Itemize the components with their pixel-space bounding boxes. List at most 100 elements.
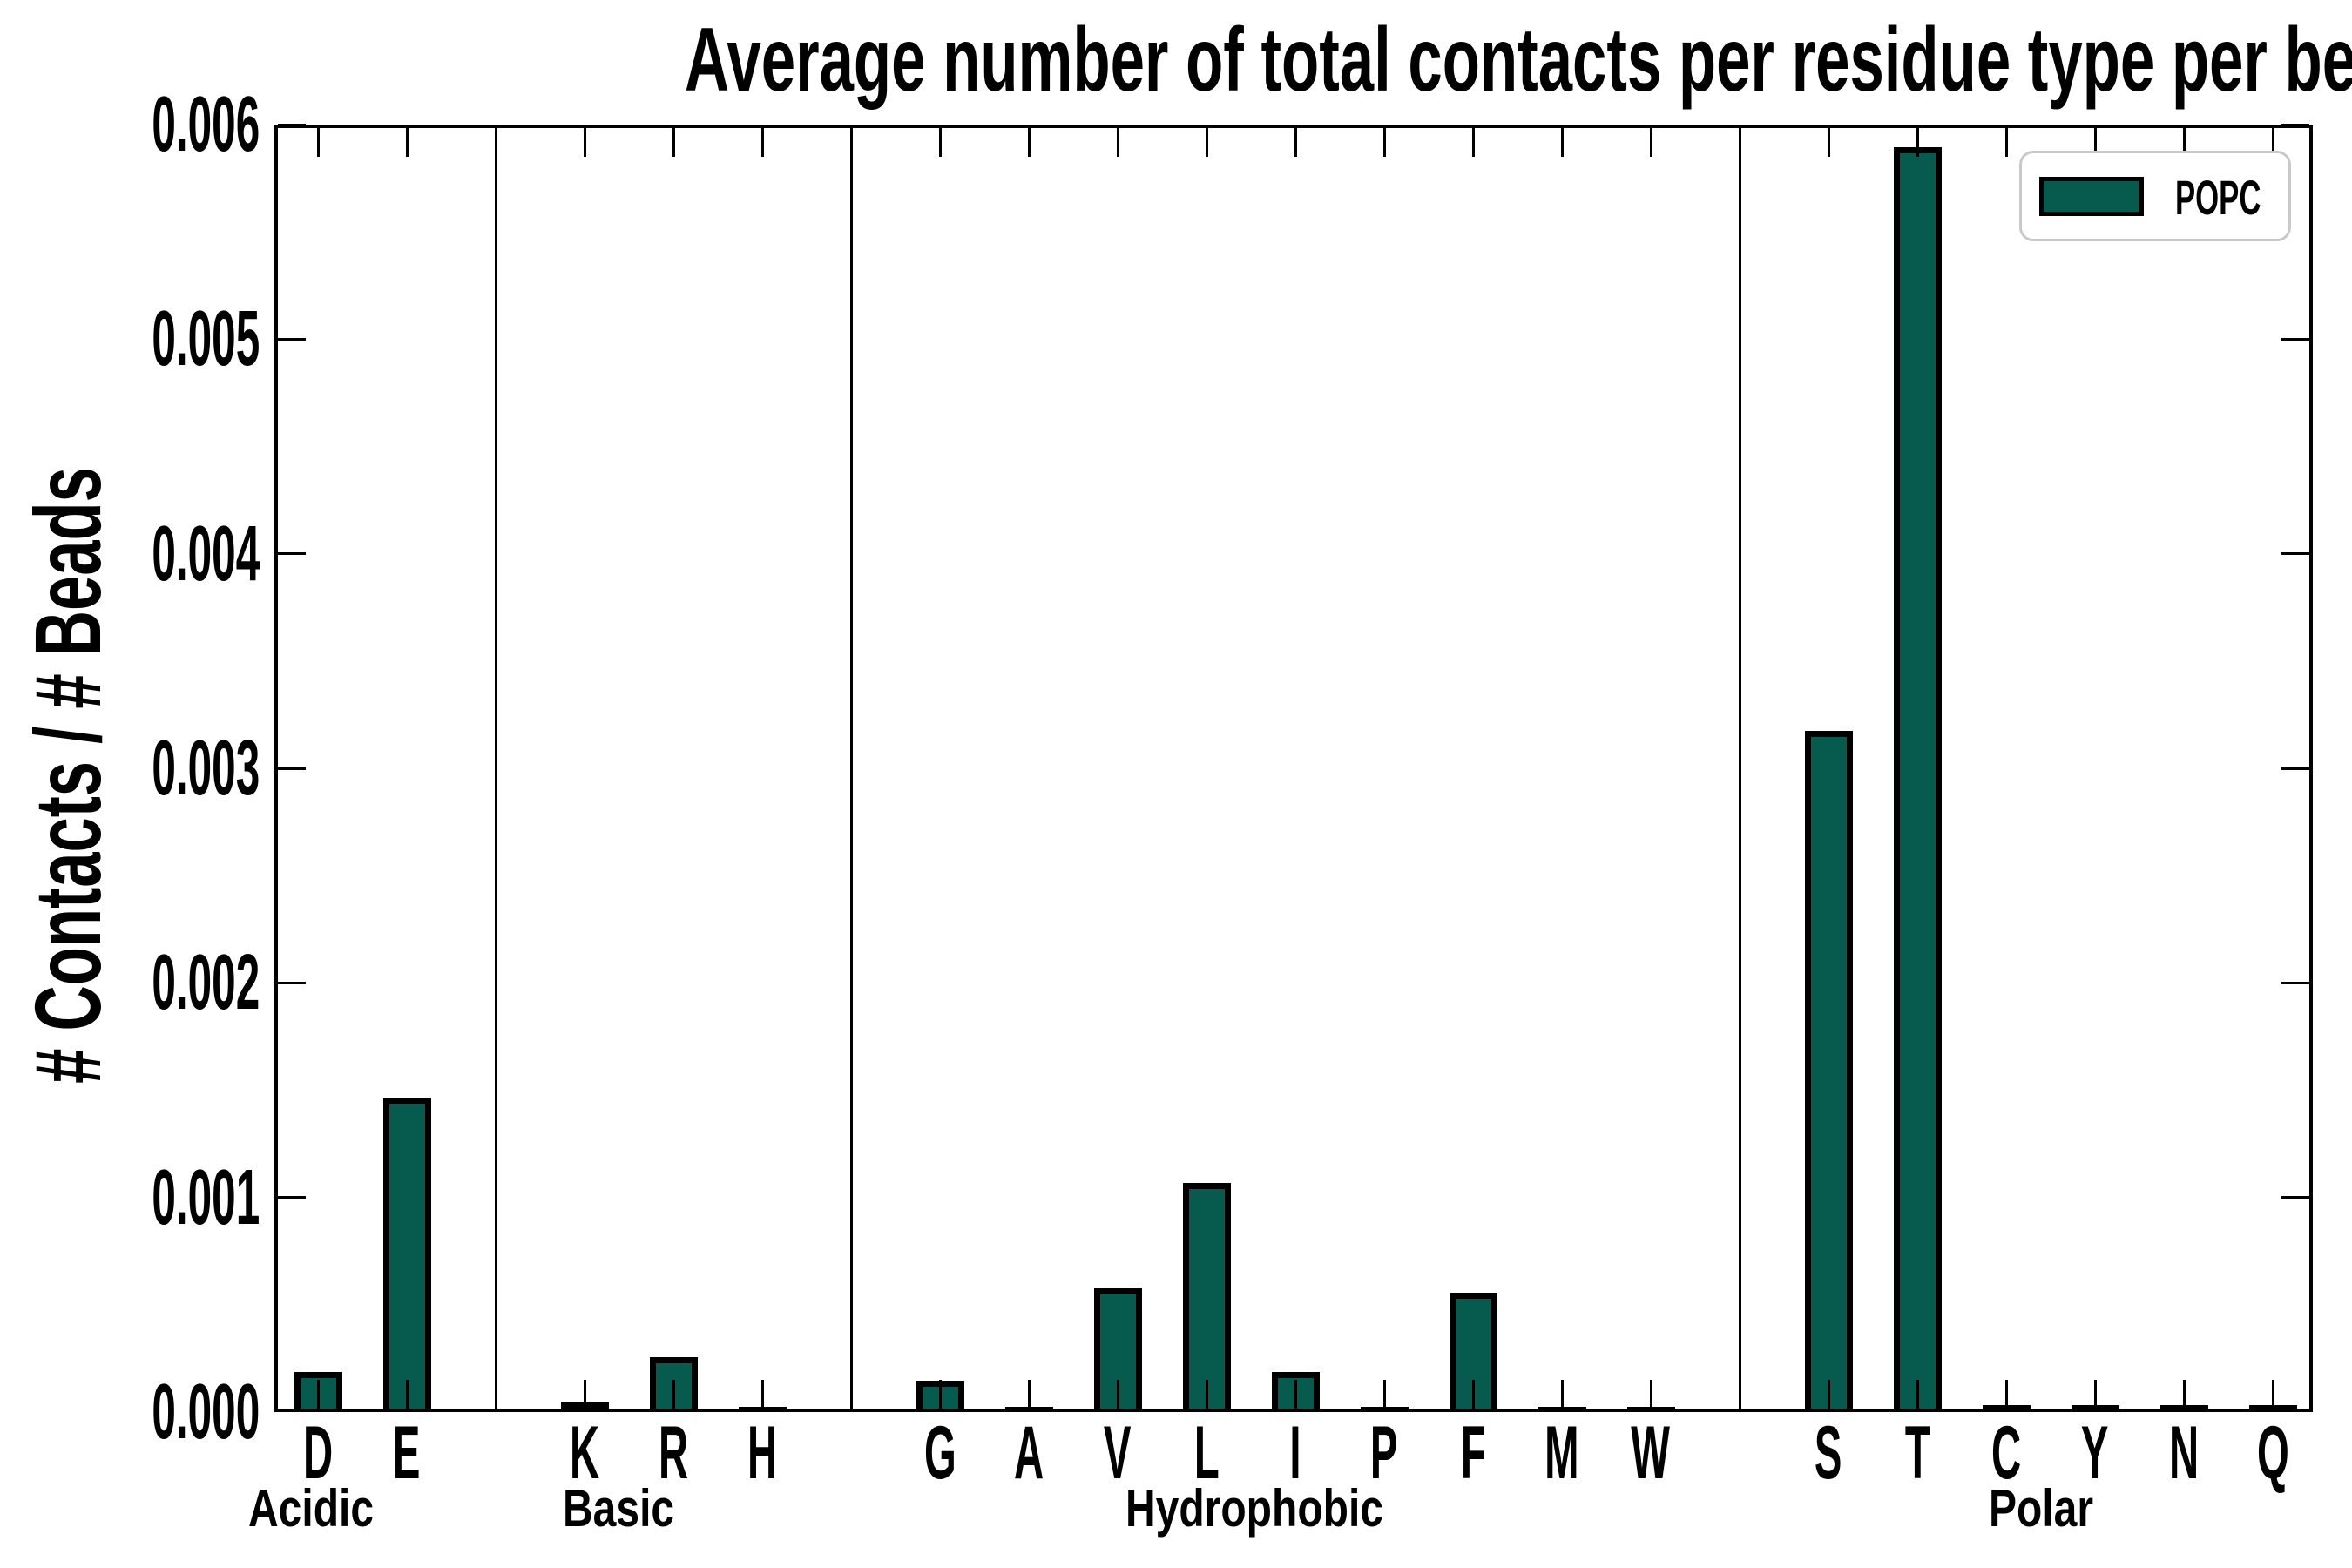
- x-label-F: F: [1403, 1414, 1543, 1492]
- legend-label-popc: POPC: [2175, 170, 2261, 225]
- y-tick-label-0.004: 0.004: [16, 515, 260, 593]
- group-label-text-polar: Polar: [1988, 1479, 2094, 1538]
- y-tick-right-0.005: [2281, 337, 2309, 341]
- x-label-N: N: [2114, 1414, 2254, 1492]
- x-label-E: E: [337, 1414, 476, 1492]
- chart-title: Average number of total contacts per res…: [274, 13, 2352, 107]
- x-label-W: W: [1581, 1414, 1720, 1492]
- x-tick-bottom-Y: [2093, 1380, 2097, 1409]
- x-tick-bottom-L: [1205, 1380, 1208, 1409]
- y-tick-right-0.003: [2281, 767, 2309, 770]
- y-tick-label-text-0.001: 0.001: [152, 1153, 260, 1241]
- group-separator-2: [849, 128, 853, 1409]
- legend: POPC: [2019, 151, 2291, 241]
- x-label-text-H: H: [747, 1411, 778, 1495]
- x-label-V: V: [1048, 1414, 1187, 1492]
- group-label-acidic: Acidic: [50, 1481, 572, 1537]
- x-tick-top-K: [583, 128, 586, 157]
- x-label-text-G: G: [923, 1411, 956, 1495]
- x-label-text-C: C: [1990, 1411, 2022, 1495]
- x-tick-top-D: [316, 128, 320, 157]
- legend-entry-popc: POPC: [2175, 153, 2314, 244]
- x-label-text-P: P: [1370, 1411, 1398, 1495]
- x-tick-top-F: [1471, 128, 1475, 157]
- x-tick-bottom-A: [1027, 1380, 1031, 1409]
- y-tick-label-0.003: 0.003: [16, 729, 260, 808]
- x-tick-bottom-E: [405, 1380, 409, 1409]
- x-label-text-I: I: [1289, 1411, 1301, 1495]
- x-tick-bottom-R: [672, 1380, 675, 1409]
- y-tick-label-0.001: 0.001: [16, 1159, 260, 1237]
- x-label-text-W: W: [1631, 1411, 1671, 1495]
- x-label-S: S: [1759, 1414, 1898, 1492]
- y-tick-label-text-0.006: 0.006: [152, 81, 260, 168]
- x-tick-top-G: [938, 128, 942, 157]
- y-tick-label-text-0.000: 0.000: [152, 1369, 260, 1456]
- y-tick-left-0.005: [278, 337, 306, 341]
- x-label-text-Q: Q: [2256, 1411, 2289, 1495]
- y-tick-label-0.002: 0.002: [16, 943, 260, 1022]
- x-tick-bottom-H: [760, 1380, 764, 1409]
- x-label-Q: Q: [2203, 1414, 2342, 1492]
- x-tick-top-S: [1827, 128, 1830, 157]
- x-tick-top-W: [1649, 128, 1652, 157]
- x-tick-top-Q: [2271, 128, 2274, 157]
- x-tick-top-C: [2004, 128, 2008, 157]
- x-label-text-N: N: [2168, 1411, 2200, 1495]
- x-label-text-E: E: [393, 1411, 421, 1495]
- bar-L: [1182, 1183, 1231, 1409]
- x-label-text-T: T: [1904, 1411, 1930, 1495]
- group-label-hydrophobic: Hydrophobic: [993, 1481, 1516, 1537]
- y-tick-label-text-0.004: 0.004: [152, 510, 260, 598]
- x-tick-top-I: [1294, 128, 1297, 157]
- x-tick-bottom-V: [1116, 1380, 1119, 1409]
- x-tick-bottom-S: [1827, 1380, 1830, 1409]
- x-tick-bottom-D: [316, 1380, 320, 1409]
- x-tick-top-A: [1027, 128, 1031, 157]
- x-label-P: P: [1315, 1414, 1454, 1492]
- x-label-G: G: [870, 1414, 1010, 1492]
- x-tick-top-E: [405, 128, 409, 157]
- x-tick-top-T: [1916, 128, 1919, 157]
- group-label-text-hydrophobic: Hydrophobic: [1125, 1479, 1383, 1538]
- y-tick-label-text-0.003: 0.003: [152, 725, 260, 812]
- x-label-H: H: [693, 1414, 832, 1492]
- x-tick-bottom-I: [1294, 1380, 1297, 1409]
- x-label-text-D: D: [302, 1411, 334, 1495]
- x-tick-bottom-K: [583, 1380, 586, 1409]
- x-label-T: T: [1848, 1414, 1987, 1492]
- y-tick-right-0.002: [2281, 981, 2309, 984]
- y-tick-right-0.001: [2281, 1196, 2309, 1200]
- x-tick-top-R: [672, 128, 675, 157]
- x-label-text-K: K: [569, 1411, 600, 1495]
- bar-T: [1893, 147, 1942, 1409]
- x-label-M: M: [1492, 1414, 1632, 1492]
- y-tick-right-0.004: [2281, 552, 2309, 556]
- x-label-D: D: [248, 1414, 388, 1492]
- x-tick-bottom-Q: [2271, 1380, 2274, 1409]
- x-tick-top-P: [1382, 128, 1386, 157]
- legend-swatch-popc: [2039, 177, 2144, 216]
- group-label-text-basic: Basic: [562, 1479, 675, 1538]
- y-tick-right-0.006: [2281, 123, 2309, 126]
- x-tick-top-V: [1116, 128, 1119, 157]
- y-tick-left-0.003: [278, 767, 306, 770]
- y-tick-label-0.006: 0.006: [16, 85, 260, 164]
- x-tick-bottom-F: [1471, 1380, 1475, 1409]
- x-tick-bottom-C: [2004, 1380, 2008, 1409]
- x-label-Y: Y: [2025, 1414, 2165, 1492]
- x-label-R: R: [604, 1414, 743, 1492]
- x-label-text-A: A: [1013, 1411, 1044, 1495]
- x-label-I: I: [1226, 1414, 1365, 1492]
- x-tick-bottom-P: [1382, 1380, 1386, 1409]
- y-tick-left-0.004: [278, 552, 306, 556]
- x-label-A: A: [959, 1414, 1098, 1492]
- x-label-text-Y: Y: [2081, 1411, 2109, 1495]
- y-tick-label-0.005: 0.005: [16, 300, 260, 378]
- x-label-L: L: [1137, 1414, 1276, 1492]
- x-label-text-R: R: [658, 1411, 689, 1495]
- chart-title-text: Average number of total contacts per res…: [684, 10, 2352, 111]
- group-label-basic: Basic: [357, 1481, 880, 1537]
- group-label-text-acidic: Acidic: [247, 1479, 375, 1538]
